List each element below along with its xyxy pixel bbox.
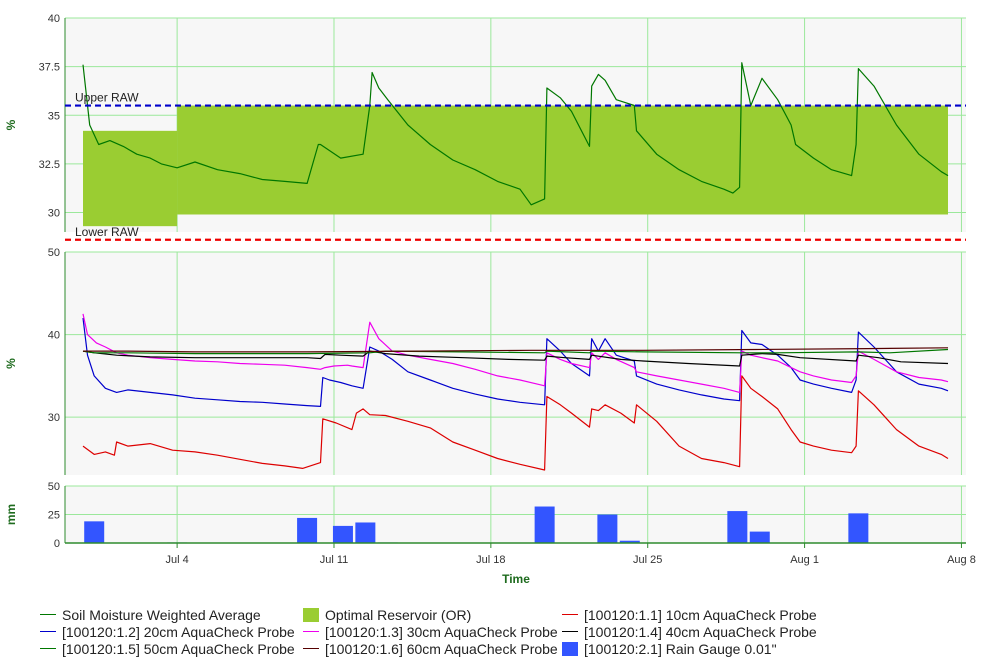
series-line bbox=[82, 62, 949, 206]
legend-label: [100120:1.2] 20cm AquaCheck Probe bbox=[62, 623, 295, 640]
legend-swatch-line bbox=[40, 614, 56, 615]
legend-label: Soil Moisture Weighted Average bbox=[62, 606, 261, 623]
panel-aquacheck-probes: 30 40 50% bbox=[4, 247, 966, 475]
y-tick-label: 40 bbox=[48, 330, 60, 342]
y-tick-label: 50 bbox=[48, 481, 60, 493]
legend-label: [100120:1.1] 10cm AquaCheck Probe bbox=[584, 606, 817, 623]
legend-label: [100120:1.3] 30cm AquaCheck Probe bbox=[325, 623, 558, 640]
rain-bar bbox=[727, 511, 748, 543]
legend-item[interactable]: Soil Moisture Weighted Average bbox=[40, 606, 261, 623]
legend-swatch-line bbox=[40, 631, 56, 632]
legend-label: Optimal Reservoir (OR) bbox=[325, 606, 472, 623]
y-tick-label: 25 bbox=[48, 510, 60, 522]
legend-item[interactable]: [100120:2.1] Rain Gauge 0.01" bbox=[562, 640, 777, 657]
y-tick-label: 50 bbox=[48, 247, 60, 259]
legend-swatch-line bbox=[562, 614, 578, 615]
legend-swatch-line bbox=[562, 631, 578, 632]
threshold-label: Upper RAW bbox=[75, 91, 139, 105]
series-line bbox=[82, 313, 949, 393]
x-axis: Jul 4 Jul 11 Jul 18 Jul 25 Aug 1 Aug 8 Time bbox=[165, 543, 976, 586]
x-tick-label: Jul 11 bbox=[320, 554, 349, 566]
y-axis-label: % bbox=[4, 119, 18, 130]
rain-bar bbox=[332, 525, 353, 543]
series-line bbox=[82, 350, 949, 367]
legend-item[interactable]: [100120:1.1] 10cm AquaCheck Probe bbox=[562, 606, 817, 623]
series-line bbox=[83, 347, 949, 353]
y-tick-label: 32.5 bbox=[39, 159, 60, 171]
threshold-label: Lower RAW bbox=[75, 225, 139, 239]
legend-item[interactable]: [100120:1.5] 50cm AquaCheck Probe bbox=[40, 640, 295, 657]
optimal-reservoir-band bbox=[83, 130, 178, 227]
x-tick-label: Aug 1 bbox=[790, 554, 819, 566]
x-tick-label: Jul 18 bbox=[476, 554, 505, 566]
rain-bar bbox=[534, 506, 555, 543]
legend-swatch-line bbox=[303, 631, 319, 632]
rain-bar bbox=[297, 517, 318, 543]
legend-label: [100120:2.1] Rain Gauge 0.01" bbox=[584, 640, 777, 657]
legend-label: [100120:1.5] 50cm AquaCheck Probe bbox=[62, 640, 295, 657]
rain-bar bbox=[84, 521, 105, 543]
y-tick-label: 37.5 bbox=[39, 62, 60, 74]
series-line bbox=[82, 318, 949, 407]
rain-bar bbox=[619, 540, 640, 543]
y-tick-label: 40 bbox=[48, 13, 60, 25]
legend-item[interactable]: Optimal Reservoir (OR) bbox=[303, 606, 471, 623]
legend-item[interactable]: [100120:1.3] 30cm AquaCheck Probe bbox=[303, 623, 558, 640]
x-axis-title: Time bbox=[502, 572, 530, 586]
legend-item[interactable]: [100120:1.4] 40cm AquaCheck Probe bbox=[562, 623, 817, 640]
legend-swatch-box bbox=[562, 641, 578, 656]
legend-item[interactable]: [100120:1.6] 60cm AquaCheck Probe bbox=[303, 640, 558, 657]
legend-swatch-box bbox=[303, 607, 319, 622]
x-tick-label: Jul 25 bbox=[633, 554, 662, 566]
y-tick-label: 35 bbox=[48, 110, 60, 122]
legend-label: [100120:1.6] 60cm AquaCheck Probe bbox=[325, 640, 558, 657]
legend-item[interactable]: [100120:1.2] 20cm AquaCheck Probe bbox=[40, 623, 295, 640]
chart: 30 32.5 35 37.5 40% Upper RAW Lower RAW 30 40 50%… bbox=[4, 13, 976, 586]
legend-label: [100120:1.4] 40cm AquaCheck Probe bbox=[584, 623, 817, 640]
rain-bar bbox=[355, 522, 376, 543]
rain-bar bbox=[597, 514, 618, 543]
series-line bbox=[82, 348, 949, 355]
y-tick-label: 0 bbox=[54, 538, 60, 550]
series-line bbox=[82, 375, 949, 471]
legend-swatch-line bbox=[303, 648, 319, 649]
rain-bar bbox=[848, 513, 869, 543]
x-tick-label: Jul 4 bbox=[165, 554, 188, 566]
y-axis-label: % bbox=[4, 358, 18, 369]
x-tick-label: Aug 8 bbox=[947, 554, 976, 566]
y-tick-label: 30 bbox=[48, 412, 60, 424]
panel-rain-gauge: 0 25 50 mm bbox=[4, 481, 966, 550]
rain-bar bbox=[749, 531, 770, 543]
y-tick-label: 30 bbox=[48, 208, 60, 220]
plot-area bbox=[65, 252, 966, 475]
legend-swatch-line bbox=[40, 648, 56, 649]
panel-soil-moisture-weighted: 30 32.5 35 37.5 40% Upper RAW Lower RAW bbox=[4, 13, 966, 241]
y-axis-label: mm bbox=[4, 504, 18, 525]
optimal-reservoir-band bbox=[177, 105, 949, 215]
